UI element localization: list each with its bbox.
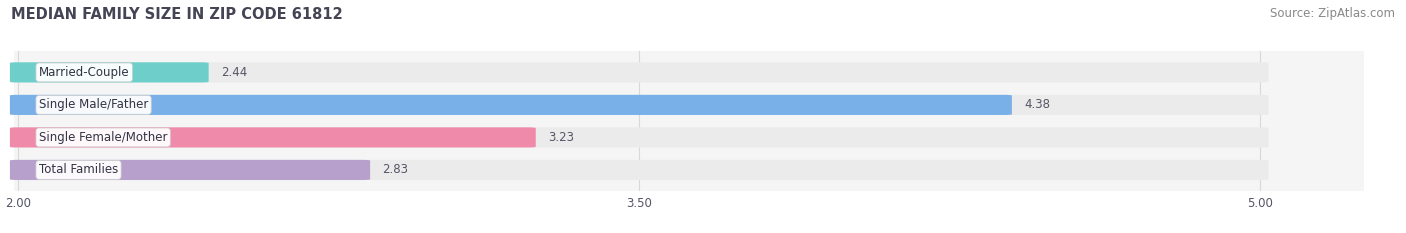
FancyBboxPatch shape [10, 62, 208, 82]
FancyBboxPatch shape [10, 127, 536, 147]
Text: 3.23: 3.23 [548, 131, 574, 144]
Text: Source: ZipAtlas.com: Source: ZipAtlas.com [1270, 7, 1395, 20]
Text: Total Families: Total Families [39, 163, 118, 176]
FancyBboxPatch shape [10, 127, 1268, 147]
Text: 2.44: 2.44 [221, 66, 247, 79]
FancyBboxPatch shape [10, 62, 1268, 82]
Text: Married-Couple: Married-Couple [39, 66, 129, 79]
FancyBboxPatch shape [10, 160, 370, 180]
Text: 2.83: 2.83 [382, 163, 409, 176]
Text: Single Male/Father: Single Male/Father [39, 98, 148, 111]
FancyBboxPatch shape [10, 95, 1012, 115]
FancyBboxPatch shape [10, 95, 1268, 115]
Text: MEDIAN FAMILY SIZE IN ZIP CODE 61812: MEDIAN FAMILY SIZE IN ZIP CODE 61812 [11, 7, 343, 22]
FancyBboxPatch shape [10, 160, 1268, 180]
Text: Single Female/Mother: Single Female/Mother [39, 131, 167, 144]
Text: 4.38: 4.38 [1025, 98, 1050, 111]
